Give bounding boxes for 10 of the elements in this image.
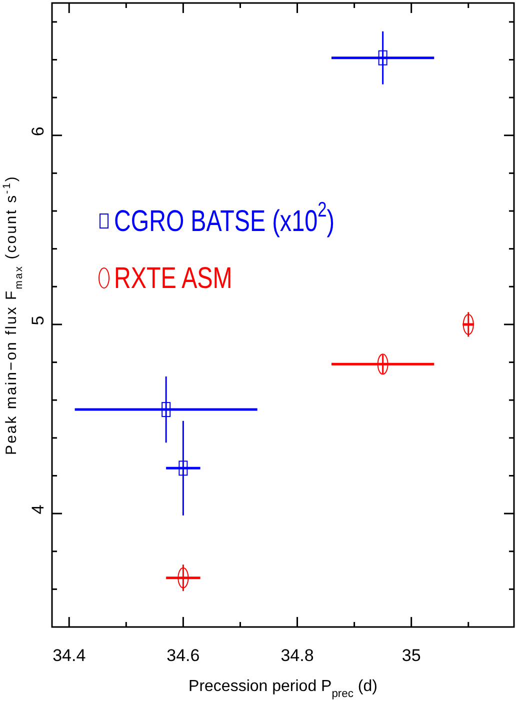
legend-label: CGRO BATSE (x10$^{2}$) xyxy=(114,198,335,238)
legend-label: RXTE ASM xyxy=(114,261,232,295)
x-tick-label: 34.4 xyxy=(52,646,86,665)
y-tick-label: 6 xyxy=(28,126,48,136)
y-tick-label: 4 xyxy=(28,504,48,514)
x-axis-title: Precession period P$_{prec}$ (d) xyxy=(188,678,378,700)
x-tick-label: 35 xyxy=(402,646,421,665)
x-tick-label: 34.8 xyxy=(280,646,314,665)
y-tick-label: 5 xyxy=(28,316,48,326)
x-tick-label: 34.6 xyxy=(166,646,200,665)
